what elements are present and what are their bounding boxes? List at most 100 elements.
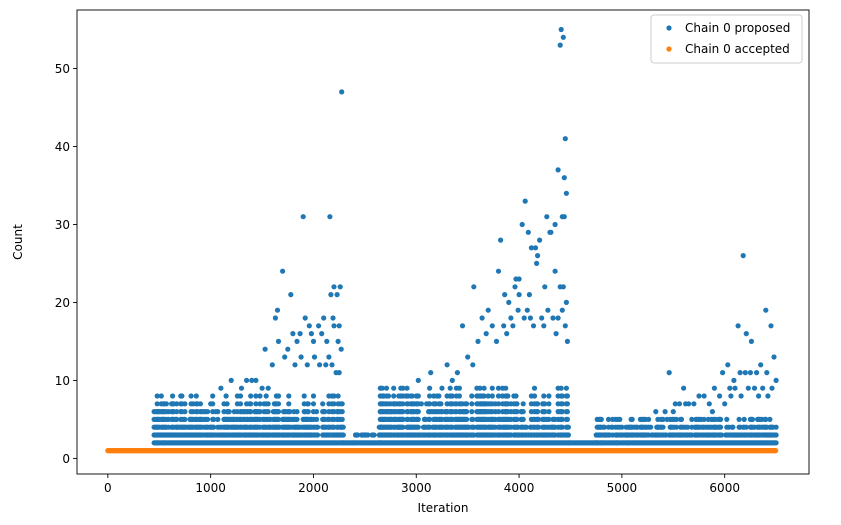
proposed-point: [546, 401, 552, 407]
proposed-point: [598, 416, 604, 422]
proposed-point: [676, 401, 683, 407]
proposed-point: [535, 409, 541, 415]
proposed-point: [741, 416, 747, 422]
proposed-point: [732, 385, 738, 391]
plot-points: [105, 26, 779, 454]
proposed-point: [287, 409, 293, 415]
proposed-point: [174, 409, 180, 415]
proposed-point: [257, 409, 263, 415]
proposed-point: [182, 416, 188, 422]
proposed-point: [444, 362, 450, 368]
proposed-point: [282, 354, 288, 360]
proposed-point: [629, 432, 635, 438]
proposed-point: [174, 401, 180, 407]
proposed-point: [275, 393, 282, 399]
proposed-point: [257, 401, 263, 407]
proposed-point: [563, 385, 570, 391]
proposed-point: [187, 416, 193, 422]
proposed-point: [559, 424, 565, 430]
proposed-point: [439, 385, 445, 391]
proposed-point: [340, 424, 346, 430]
proposed-point: [681, 385, 687, 391]
proposed-point: [421, 416, 428, 422]
proposed-point: [210, 393, 216, 399]
proposed-point: [489, 385, 495, 391]
proposed-point: [359, 432, 365, 438]
proposed-point: [336, 370, 342, 376]
proposed-point: [514, 409, 520, 415]
proposed-point: [205, 409, 211, 415]
proposed-point: [546, 409, 552, 415]
proposed-point: [305, 409, 311, 415]
proposed-point: [330, 315, 336, 321]
proposed-point: [224, 401, 230, 407]
proposed-point: [384, 409, 391, 415]
proposed-point: [228, 377, 234, 383]
proposed-point: [520, 416, 526, 422]
proposed-point: [218, 385, 224, 391]
proposed-point: [369, 432, 375, 438]
proposed-point: [211, 424, 217, 430]
x-tick-label: 5000: [607, 481, 638, 495]
proposed-point: [749, 416, 756, 422]
proposed-point: [249, 377, 255, 383]
proposed-point: [516, 276, 522, 282]
proposed-point: [773, 432, 779, 438]
proposed-point: [172, 432, 178, 438]
proposed-point: [506, 299, 512, 305]
proposed-point: [339, 416, 345, 422]
proposed-point: [624, 432, 630, 438]
proposed-point: [701, 416, 707, 422]
proposed-point: [653, 409, 659, 415]
proposed-point: [302, 315, 308, 321]
proposed-point: [294, 409, 300, 415]
proposed-point: [385, 393, 392, 399]
proposed-point: [722, 401, 728, 407]
proposed-point: [456, 385, 462, 391]
proposed-point: [447, 385, 453, 391]
proposed-point: [301, 393, 307, 399]
proposed-point: [711, 385, 718, 391]
proposed-point: [634, 424, 640, 430]
proposed-point: [515, 307, 521, 313]
proposed-point: [404, 385, 410, 391]
proposed-point: [701, 393, 707, 399]
proposed-point: [564, 416, 571, 422]
proposed-point: [409, 393, 415, 399]
proposed-point: [552, 221, 558, 228]
proposed-point: [510, 323, 516, 329]
proposed-point: [315, 432, 321, 438]
proposed-point: [469, 401, 475, 407]
proposed-point: [321, 315, 327, 321]
proposed-point: [449, 393, 455, 399]
proposed-point: [555, 315, 561, 321]
proposed-point: [328, 292, 334, 298]
proposed-point: [559, 401, 565, 407]
proposed-point: [197, 416, 203, 422]
proposed-point: [316, 323, 322, 329]
proposed-point: [253, 377, 259, 383]
proposed-point: [331, 323, 337, 329]
proposed-point: [481, 393, 487, 399]
proposed-point: [305, 401, 311, 407]
proposed-point: [317, 362, 323, 368]
proposed-point: [464, 401, 470, 407]
proposed-point: [751, 385, 758, 391]
proposed-point: [686, 401, 692, 407]
proposed-point: [315, 424, 321, 430]
proposed-point: [215, 416, 221, 422]
proposed-point: [545, 307, 551, 313]
proposed-point: [495, 393, 502, 399]
proposed-point: [272, 315, 278, 321]
proposed-point: [248, 393, 254, 399]
proposed-point: [727, 385, 733, 391]
proposed-point: [756, 393, 762, 399]
proposed-point: [564, 393, 571, 399]
proposed-point: [493, 338, 500, 344]
proposed-point: [464, 409, 470, 415]
proposed-point: [158, 393, 164, 399]
proposed-point: [535, 253, 541, 259]
proposed-point: [297, 331, 303, 337]
proposed-point: [470, 362, 476, 368]
proposed-point: [294, 416, 300, 422]
